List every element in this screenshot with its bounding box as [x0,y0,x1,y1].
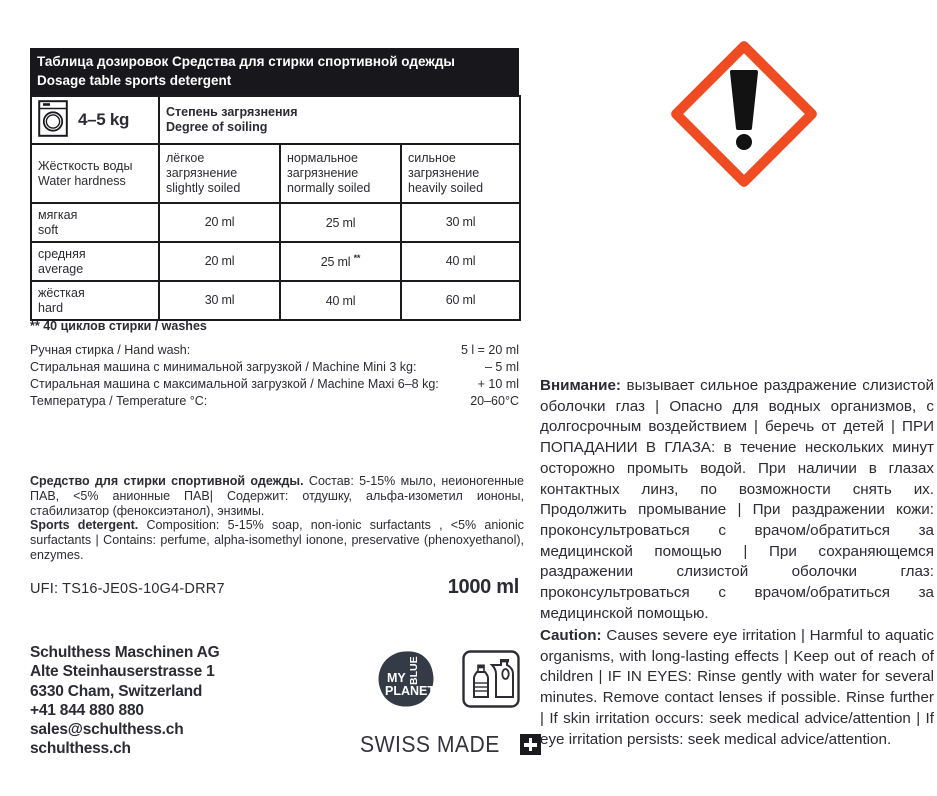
dosing-value: + 10 ml [477,377,519,391]
washing-machine-icon [38,99,68,141]
bottles-icon [462,650,520,708]
dosage-table: 4–5 kg Степень загрязнения Degree of soi… [30,95,522,321]
warning-en: Caution: Causes severe eye irritation | … [540,626,934,750]
row-label-hard-ru: жёсткая [38,285,85,300]
row-label-soft: мягкая soft [30,202,160,243]
composition-en-text: Composition: 5-15% soap, non-ionic surfa… [30,518,524,562]
col-header-slight: лёгкое загрязнение slightly soiled [158,143,281,204]
soiling-header-en: Degree of soiling [166,120,268,134]
dose-value: 60 ml [399,280,522,321]
phone: +41 844 880 880 [30,701,144,719]
dose-value: 30 ml [158,280,281,321]
table-footnote: ** 40 циклов стирки / washes [30,319,207,333]
table-row-soft: мягкая soft 20 ml 25 ml 30 ml [30,202,522,243]
composition-en: Sports detergent. Composition: 5-15% soa… [30,518,524,562]
table-row-average: средняя average 20 ml 25 ml ** 40 ml [30,241,522,282]
machine-load-cell: 4–5 kg [30,95,160,145]
hardness-en: Water hardness [38,173,126,188]
website: schulthess.ch [30,740,131,758]
composition-en-lead: Sports detergent. [30,518,139,533]
dose-value: 20 ml [158,241,281,282]
warning-en-lead: Caution: [540,627,602,644]
mbp-planet-text: PLANET [385,684,435,698]
row-label-average-ru: средняя [38,246,86,261]
dosing-label: Ручная стирка / Hand wash: [30,343,191,357]
col-header-normal-ru: нормальное загрязнение [287,151,359,181]
dosing-value: – 5 ml [484,360,519,374]
composition-ru-text: Состав: 5-15% мыло, неионогенные ПАВ, <5… [30,474,524,518]
ufi-volume-row: UFI: TS16-JE0S-10G4-DRR7 1000 ml [30,576,519,599]
street: Alte Steinhauserstrasse 1 [30,663,215,681]
row-label-average: средняя average [30,241,160,282]
col-header-normal-en: normally soiled [287,180,371,195]
my-blue-planet-logo: MY BLUE PLANET [377,649,435,709]
ufi-code: UFI: TS16-JE0S-10G4-DRR7 [30,581,225,597]
volume: 1000 ml [447,576,520,598]
dosing-value: 5 l = 20 ml [460,343,519,357]
warning-ru-lead: Внимание: [540,377,621,394]
col-header-heavy: сильное загрязнение heavily soiled [399,143,522,204]
table-row-hard: жёсткая hard 30 ml 40 ml 60 ml [30,280,522,321]
swiss-made-text: SWISS MADE [360,731,500,757]
dosage-table-block: Таблица дозировок Средства для стирки сп… [30,48,522,321]
dose-value: 25 ml ** [279,241,402,282]
dosing-label: Стиральная машина с максимальной загрузк… [30,377,439,391]
mbp-my-text: MY [387,671,406,685]
soiling-header-cell: Степень загрязнения Degree of soiling [157,95,522,145]
dosing-reference-list: Ручная стирка / Hand wash: 5 l = 20 ml С… [30,342,519,410]
mbp-blue-text: BLUE [408,656,420,685]
row-label-soft-ru: мягкая [38,207,78,222]
col-header-heavy-en: heavily soiled [408,180,484,195]
dosing-label: Стиральная машина с минимальной загрузко… [30,360,417,374]
load-capacity: 4–5 kg [78,109,130,129]
hardness-ru: Жёсткость воды [38,158,133,173]
dosage-title-en: Dosage table sports detergent [37,73,232,89]
composition-ru: Средство для стирки спортивной одежды. С… [30,474,524,518]
swiss-cross-icon [519,734,541,755]
composition-block: Средство для стирки спортивной одежды. С… [30,474,524,563]
row-label-soft-en: soft [38,222,59,237]
col-header-normal: нормальное загрязнение normally soiled [279,143,402,204]
dosing-label: Температура / Temperature °C: [30,394,208,408]
dosing-line-machine-maxi: Стиральная машина с максимальной загрузк… [30,376,519,393]
dosage-title-ru: Таблица дозировок Средства для стирки сп… [37,54,455,69]
row-label-average-en: average [38,261,84,276]
dosing-line-handwash: Ручная стирка / Hand wash: 5 l = 20 ml [30,342,519,359]
email: sales@schulthess.ch [30,721,184,739]
exclamation-mark-icon [730,70,758,150]
row-label-hard: жёсткая hard [30,280,160,321]
warning-ru: Внимание: вызывает сильное раздражение с… [540,376,934,624]
dose-value: 40 ml [279,280,402,321]
col-header-slight-en: slightly soiled [166,180,241,195]
warning-en-text: Causes severe eye irritation | Harmful t… [540,627,934,748]
dose-value: 30 ml [399,202,522,243]
dosing-line-machine-mini: Стиральная машина с минимальной загрузко… [30,359,519,376]
dosing-value: 20–60°C [470,394,519,408]
swiss-made-mark: SWISS MADE [360,731,541,758]
col-header-heavy-ru: сильное загрязнение [408,151,480,181]
composition-ru-lead: Средство для стирки спортивной одежды. [30,474,304,488]
company-name: Schulthess Maschinen AG [30,644,220,661]
dose-value: 25 ml [279,202,402,243]
col-header-slight-ru: лёгкое загрязнение [166,151,238,181]
dose-value: 40 ml [399,241,522,282]
warning-ru-text: вызывает сильное раздражение слизистой о… [540,377,934,622]
dose-value: 20 ml [158,202,281,243]
row-label-hard-en: hard [38,300,64,315]
dosage-table-header: Таблица дозировок Средства для стирки сп… [30,48,519,95]
hardness-header-cell: Жёсткость воды Water hardness [30,143,160,204]
soiling-header-ru: Степень загрязнения [166,105,298,120]
dosing-line-temperature: Температура / Temperature °C: 20–60°C [30,393,519,410]
manufacturer-address: Schulthess Maschinen AG Alte Steinhauser… [30,643,220,759]
city: 6330 Cham, Switzerland [30,682,203,700]
